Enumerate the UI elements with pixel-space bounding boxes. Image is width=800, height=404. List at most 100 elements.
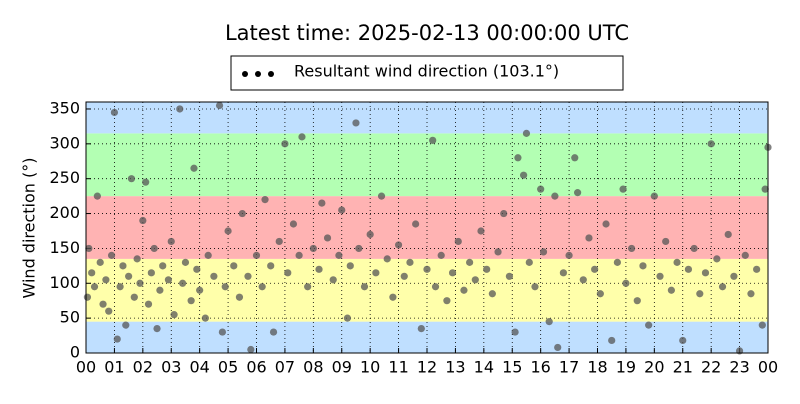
data-point bbox=[99, 300, 107, 308]
data-point bbox=[335, 251, 343, 259]
x-tick-label: 13 bbox=[445, 358, 465, 377]
data-point bbox=[505, 272, 514, 280]
data-point bbox=[309, 244, 317, 253]
data-point bbox=[105, 307, 113, 315]
data-point bbox=[673, 258, 681, 266]
x-tick-label: 03 bbox=[161, 358, 181, 377]
data-point bbox=[196, 286, 204, 294]
data-point bbox=[639, 262, 647, 270]
data-point bbox=[431, 283, 440, 291]
data-point bbox=[437, 251, 445, 259]
data-point bbox=[406, 258, 414, 266]
y-tick-label: 100 bbox=[49, 273, 80, 292]
data-point bbox=[400, 272, 408, 280]
data-point bbox=[113, 335, 121, 343]
data-point bbox=[230, 262, 238, 270]
data-point bbox=[267, 262, 275, 270]
data-point bbox=[304, 283, 312, 291]
data-point bbox=[295, 251, 303, 259]
data-point bbox=[238, 209, 246, 218]
data-point bbox=[579, 276, 587, 284]
x-tick-label: 08 bbox=[303, 358, 323, 377]
legend-marker bbox=[255, 71, 261, 77]
data-point bbox=[531, 283, 539, 291]
data-point bbox=[201, 314, 209, 322]
data-point bbox=[545, 318, 553, 326]
data-point bbox=[102, 276, 110, 284]
data-point bbox=[602, 220, 610, 228]
data-point bbox=[460, 286, 468, 294]
data-point bbox=[559, 269, 568, 277]
data-point bbox=[539, 248, 548, 256]
x-tick-label: 02 bbox=[133, 358, 153, 377]
data-point bbox=[133, 255, 141, 263]
x-tick-label: 18 bbox=[587, 358, 607, 377]
data-point bbox=[511, 328, 519, 336]
data-point bbox=[218, 328, 226, 336]
data-point bbox=[147, 269, 155, 277]
data-point bbox=[116, 283, 124, 291]
data-point bbox=[179, 279, 187, 287]
x-tick-label: 00 bbox=[76, 358, 96, 377]
data-point bbox=[298, 133, 306, 141]
data-point bbox=[466, 258, 474, 266]
data-point bbox=[193, 265, 201, 273]
direction-band bbox=[86, 196, 768, 259]
data-point bbox=[355, 244, 363, 253]
data-point bbox=[514, 154, 522, 162]
data-point bbox=[454, 237, 462, 246]
data-point bbox=[261, 196, 269, 204]
data-point bbox=[144, 300, 153, 308]
data-point bbox=[269, 328, 278, 336]
data-point bbox=[471, 276, 479, 284]
data-point bbox=[591, 265, 599, 273]
data-point bbox=[477, 227, 485, 235]
data-point bbox=[724, 230, 732, 239]
data-point bbox=[150, 244, 158, 253]
data-point bbox=[85, 244, 93, 253]
data-point bbox=[224, 227, 232, 235]
y-tick-label: 300 bbox=[49, 133, 80, 152]
x-tick-label: 23 bbox=[729, 358, 749, 377]
data-point bbox=[96, 258, 104, 266]
data-point bbox=[701, 269, 710, 277]
data-point bbox=[500, 209, 508, 218]
data-point bbox=[718, 283, 727, 291]
data-point bbox=[565, 251, 573, 259]
data-point bbox=[107, 251, 116, 259]
x-tick-label: 06 bbox=[246, 358, 266, 377]
data-point bbox=[619, 185, 627, 193]
data-point bbox=[394, 241, 403, 249]
data-point bbox=[585, 234, 593, 242]
data-point bbox=[142, 178, 150, 186]
y-axis-label: Wind direction (°) bbox=[20, 158, 39, 299]
data-point bbox=[235, 293, 244, 301]
data-point bbox=[429, 136, 437, 144]
x-tick-label: 14 bbox=[474, 358, 494, 377]
data-point bbox=[389, 293, 397, 301]
data-point bbox=[520, 171, 528, 179]
data-point bbox=[662, 237, 670, 246]
y-tick-label: 150 bbox=[49, 238, 80, 257]
data-point bbox=[622, 279, 630, 287]
data-point bbox=[346, 262, 354, 270]
data-point bbox=[613, 258, 621, 266]
legend-label: Resultant wind direction (103.1°) bbox=[294, 62, 559, 81]
y-tick-label: 0 bbox=[70, 343, 80, 362]
data-point bbox=[110, 108, 119, 117]
data-point bbox=[417, 324, 425, 333]
x-tick-label: 16 bbox=[530, 358, 550, 377]
data-point bbox=[244, 272, 252, 280]
data-point bbox=[139, 216, 147, 225]
data-point bbox=[753, 265, 761, 273]
data-point bbox=[761, 185, 769, 193]
data-point bbox=[696, 290, 704, 298]
data-point bbox=[156, 286, 164, 294]
data-point bbox=[90, 283, 99, 291]
data-point bbox=[650, 192, 658, 200]
chart-title: Latest time: 2025-02-13 00:00:00 UTC bbox=[225, 21, 629, 45]
data-point bbox=[366, 230, 374, 239]
data-point bbox=[741, 251, 749, 259]
data-point bbox=[252, 251, 261, 259]
data-point bbox=[554, 343, 562, 352]
